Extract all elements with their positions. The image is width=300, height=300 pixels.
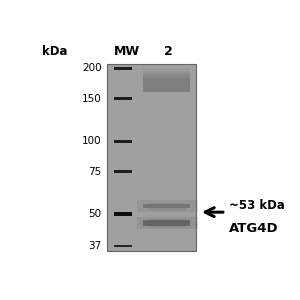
Bar (143, 68, 190, 92)
Bar (143, 76, 190, 92)
Bar (143, 78, 190, 92)
Bar (149, 219, 186, 227)
Text: 150: 150 (82, 94, 101, 103)
Bar (143, 204, 190, 208)
Bar (107, 64, 196, 251)
Bar (114, 212, 132, 216)
Text: MW: MW (114, 45, 140, 58)
Bar (114, 67, 132, 70)
Text: 200: 200 (82, 63, 101, 73)
Bar (143, 74, 190, 92)
Text: 50: 50 (88, 209, 101, 219)
Bar (143, 72, 190, 92)
Text: 37: 37 (88, 241, 101, 251)
Text: kDa: kDa (42, 45, 68, 58)
Bar (143, 71, 190, 92)
Bar (137, 217, 198, 230)
Bar (114, 244, 132, 247)
Bar (143, 220, 190, 226)
Bar (143, 79, 190, 92)
Bar (114, 140, 132, 143)
Bar (143, 75, 190, 92)
Bar (114, 97, 132, 100)
Bar (149, 203, 186, 210)
Text: 2: 2 (164, 45, 173, 58)
Bar (137, 200, 198, 212)
Bar (143, 70, 190, 92)
Text: ~53 kDa: ~53 kDa (229, 199, 285, 212)
Bar (114, 170, 132, 173)
Bar (143, 73, 190, 92)
Text: 75: 75 (88, 167, 101, 177)
Text: 100: 100 (82, 136, 101, 146)
Text: ATG4D: ATG4D (229, 222, 279, 235)
